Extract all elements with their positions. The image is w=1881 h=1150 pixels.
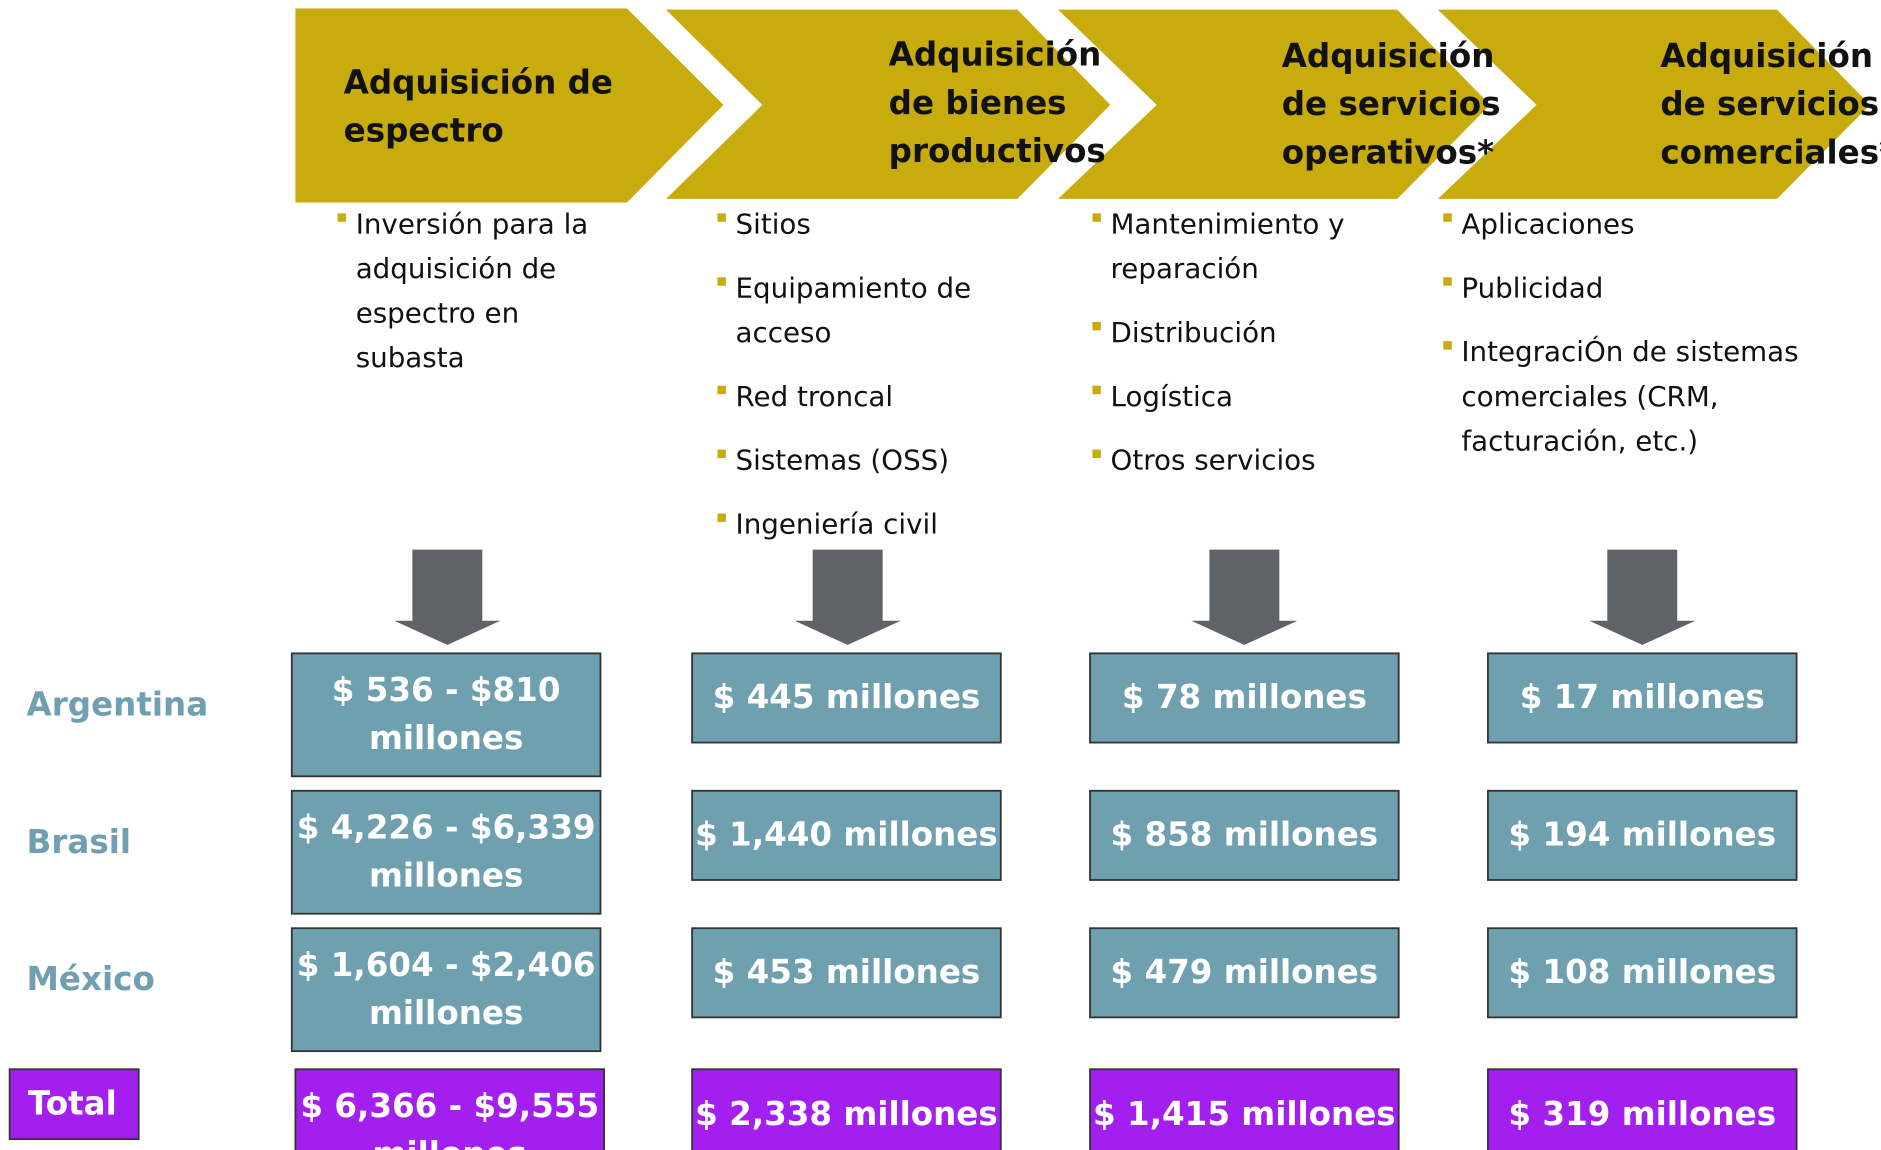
chevron <box>1419 2 1881 207</box>
bullet-text: Otros servicios <box>1111 444 1316 477</box>
value-box <box>1487 1068 1798 1150</box>
bullet-marker <box>717 277 726 286</box>
stage-title: espectro <box>344 112 504 150</box>
value-box <box>1487 927 1798 1019</box>
bullet-text: reparación <box>1111 252 1259 285</box>
value-box <box>691 789 1002 881</box>
stage-title: Adquisición <box>1660 37 1873 75</box>
bullet-marker <box>717 513 726 522</box>
stage-title: Adquisición <box>1282 37 1495 75</box>
bullet-marker <box>1092 321 1101 331</box>
bullet-marker <box>1443 277 1452 286</box>
value-box <box>1089 927 1400 1019</box>
arrow <box>1589 549 1696 645</box>
bullet-text: adquisición de <box>356 252 557 285</box>
value-text: $ 2,338 millones <box>695 1095 998 1133</box>
bullet-text: espectro en <box>356 297 519 330</box>
value-text: $ 194 millones <box>1508 816 1776 854</box>
bullet-text: acceso <box>736 316 832 349</box>
value-box <box>691 652 1002 744</box>
arrows <box>394 549 1696 645</box>
value-box <box>294 1068 605 1150</box>
value-box <box>290 652 602 778</box>
bullet-marker <box>1092 385 1101 395</box>
bullet-text: Aplicaciones <box>1461 207 1634 240</box>
stage-title: Adquisición de <box>344 63 613 101</box>
value-box <box>1089 652 1400 744</box>
value-text: $ 453 millones <box>713 953 981 991</box>
value-box <box>691 1068 1002 1150</box>
value-box <box>1487 789 1798 881</box>
row-label-box <box>8 1068 140 1141</box>
value-text: $ 1,440 millones <box>695 816 998 854</box>
bullet-marker <box>337 213 347 222</box>
bullet-text: Mantenimiento y <box>1111 207 1345 240</box>
bullet-marker <box>717 385 726 395</box>
value-text: $ 1,604 - $2,406 <box>297 946 596 984</box>
value-text: $ 17 millones <box>1520 678 1765 716</box>
bullet-text: comerciales (CRM, <box>1461 380 1718 413</box>
stage-title: productivos <box>889 132 1106 170</box>
bullet-text: Logística <box>1111 380 1233 413</box>
value-text: $ 445 millones <box>713 678 981 716</box>
value-text: millones <box>369 857 523 895</box>
value-text: millones <box>369 994 523 1032</box>
arrow <box>394 549 501 645</box>
stage-title: de servicios <box>1282 85 1501 123</box>
value-box <box>1089 1068 1400 1150</box>
value-box <box>691 927 1002 1019</box>
value-text: $ 4,226 - $6,339 <box>297 808 596 846</box>
bullet-marker <box>717 213 726 222</box>
row-label: Argentina <box>27 685 209 723</box>
bullet-text: Inversión para la <box>356 207 589 240</box>
bullet-text: Distribución <box>1111 316 1277 349</box>
value-text: $ 479 millones <box>1111 953 1379 991</box>
value-box <box>290 789 602 915</box>
value-box <box>1089 789 1400 881</box>
value-text: millones <box>369 719 523 757</box>
value-text: $ 108 millones <box>1508 953 1776 991</box>
arrow <box>1191 549 1298 645</box>
value-text: millones <box>373 1135 527 1150</box>
stage-title: operativos* <box>1282 133 1494 171</box>
chevron <box>295 8 724 203</box>
row-label: Total <box>28 1084 117 1122</box>
arrow <box>794 549 901 645</box>
value-text: $ 1,415 millones <box>1093 1095 1396 1133</box>
bullet-marker <box>1443 341 1452 350</box>
bullet-marker <box>1443 213 1452 222</box>
row-label: Brasil <box>27 823 132 861</box>
bullet-text: Red troncal <box>736 380 894 413</box>
chevron <box>1039 2 1501 207</box>
value-box <box>1487 652 1798 744</box>
bullet-text: IntegraciÓn de sistemas <box>1461 334 1798 368</box>
bullet-text: Sitios <box>736 207 811 240</box>
bullet-marker <box>717 449 726 459</box>
stage-title: de bienes <box>889 84 1067 122</box>
value-text: $ 6,366 - $9,555 <box>300 1087 599 1125</box>
bullet-text: Equipamiento de <box>736 271 972 304</box>
bullet-text: subasta <box>356 341 465 374</box>
value-box <box>290 927 602 1053</box>
bullet-marker <box>1092 213 1101 222</box>
stage-title: comerciales* <box>1660 133 1881 171</box>
bullet-marker <box>1092 449 1101 459</box>
value-text: $ 536 - $810 <box>332 671 561 709</box>
row-label: México <box>27 960 155 998</box>
bullet-text: Sistemas (OSS) <box>736 444 950 477</box>
value-text: $ 858 millones <box>1111 816 1379 854</box>
value-text: $ 78 millones <box>1122 678 1367 716</box>
bullet-text: facturación, etc.) <box>1461 424 1698 457</box>
value-text: $ 319 millones <box>1508 1095 1776 1133</box>
bullet-text: Ingeniería civil <box>736 508 938 541</box>
bullet-text: Publicidad <box>1461 271 1603 304</box>
stage-title: Adquisición <box>889 36 1102 74</box>
chevrons <box>295 2 1881 207</box>
stage-title: de servicios <box>1660 85 1879 123</box>
chevron <box>648 2 1121 207</box>
